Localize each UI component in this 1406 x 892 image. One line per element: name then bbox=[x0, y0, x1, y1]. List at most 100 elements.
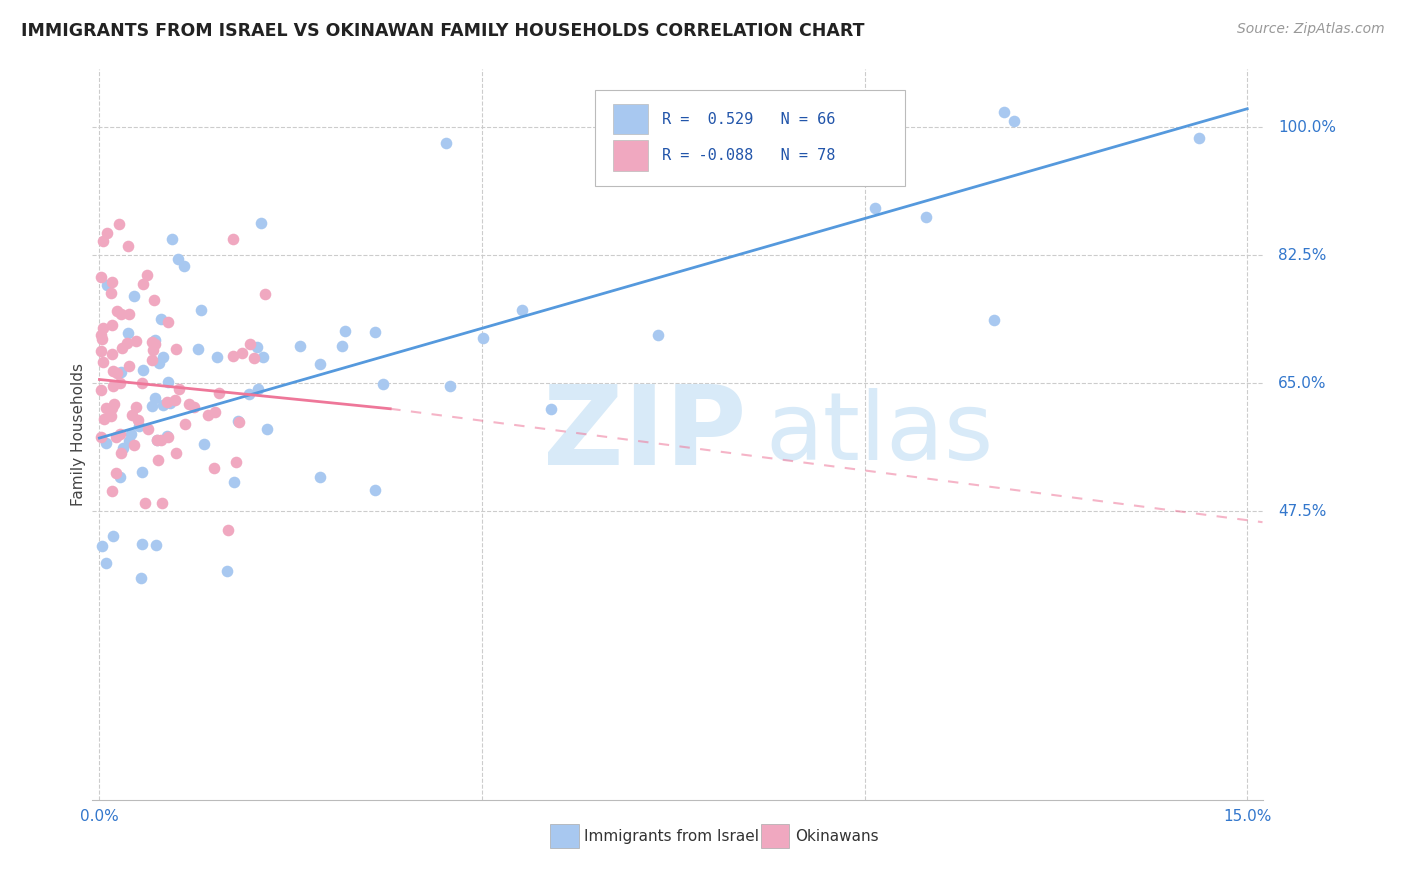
Point bbox=[703, 105, 725, 120]
Point bbox=[215, 564, 238, 578]
Point bbox=[108, 217, 131, 231]
Point bbox=[112, 441, 135, 455]
Point bbox=[143, 293, 166, 308]
Point bbox=[159, 396, 181, 410]
Point bbox=[202, 460, 225, 475]
Text: ZIP: ZIP bbox=[543, 381, 747, 488]
Point bbox=[157, 430, 180, 444]
Point bbox=[131, 277, 153, 291]
Point bbox=[165, 343, 187, 357]
Point bbox=[91, 320, 114, 334]
Point bbox=[309, 470, 332, 484]
Point bbox=[131, 537, 153, 551]
Point bbox=[162, 232, 184, 246]
Point bbox=[146, 434, 169, 448]
Point bbox=[145, 538, 167, 552]
Point bbox=[190, 302, 212, 317]
Bar bbox=[613, 140, 648, 171]
Point bbox=[96, 401, 118, 416]
Point bbox=[253, 286, 276, 301]
Point bbox=[138, 422, 160, 436]
Point bbox=[993, 105, 1015, 120]
Point bbox=[110, 307, 132, 321]
Point bbox=[135, 268, 157, 282]
Text: R =  0.529   N = 66: R = 0.529 N = 66 bbox=[662, 112, 835, 127]
Point bbox=[115, 335, 138, 350]
Point bbox=[163, 393, 186, 408]
Point bbox=[187, 343, 209, 357]
Point bbox=[131, 376, 153, 390]
Point bbox=[364, 325, 387, 339]
Point bbox=[101, 529, 124, 543]
Point bbox=[132, 363, 155, 377]
Point bbox=[120, 427, 142, 442]
Point bbox=[217, 523, 239, 537]
Point bbox=[90, 539, 112, 553]
Point bbox=[472, 331, 495, 345]
Point bbox=[308, 357, 330, 371]
Point bbox=[117, 239, 139, 253]
Point bbox=[363, 483, 385, 497]
Point bbox=[228, 415, 250, 429]
Y-axis label: Family Households: Family Households bbox=[72, 363, 86, 506]
Point bbox=[90, 383, 112, 397]
Point bbox=[96, 278, 118, 293]
Point bbox=[118, 359, 141, 373]
Point bbox=[150, 433, 173, 447]
Point bbox=[152, 350, 174, 364]
Point bbox=[252, 351, 274, 365]
Point bbox=[330, 338, 353, 352]
Point bbox=[243, 351, 266, 366]
Text: 82.5%: 82.5% bbox=[1278, 248, 1326, 262]
Point bbox=[94, 435, 117, 450]
Point bbox=[183, 400, 205, 414]
Point bbox=[143, 333, 166, 347]
Point bbox=[143, 336, 166, 351]
Point bbox=[177, 397, 200, 411]
Point bbox=[197, 409, 219, 423]
Point bbox=[371, 377, 394, 392]
Point bbox=[540, 402, 562, 417]
Point bbox=[101, 401, 124, 415]
Point bbox=[101, 275, 124, 289]
Point bbox=[90, 270, 112, 285]
Point bbox=[165, 446, 187, 460]
Point bbox=[166, 252, 188, 266]
Point bbox=[91, 355, 114, 369]
Point bbox=[222, 349, 245, 363]
Point bbox=[129, 570, 152, 584]
Text: Immigrants from Israel: Immigrants from Israel bbox=[585, 829, 759, 844]
Point bbox=[156, 429, 179, 443]
Point bbox=[239, 337, 262, 351]
Point bbox=[156, 394, 179, 409]
Point bbox=[145, 433, 167, 447]
Point bbox=[250, 216, 273, 230]
Point bbox=[110, 470, 132, 484]
Point bbox=[101, 318, 124, 333]
Point bbox=[118, 434, 141, 449]
Point bbox=[335, 324, 357, 338]
Point bbox=[238, 387, 260, 401]
Point bbox=[983, 313, 1005, 327]
Point bbox=[122, 289, 145, 303]
Point bbox=[108, 376, 131, 390]
Text: 100.0%: 100.0% bbox=[1278, 120, 1336, 135]
Point bbox=[256, 422, 278, 436]
Point bbox=[104, 466, 127, 480]
Point bbox=[110, 446, 132, 460]
Point bbox=[101, 484, 124, 499]
Point bbox=[152, 495, 174, 509]
Point bbox=[110, 341, 132, 355]
Point bbox=[173, 417, 195, 432]
Point bbox=[91, 332, 114, 346]
Text: 65.0%: 65.0% bbox=[1278, 376, 1326, 391]
Point bbox=[117, 326, 139, 341]
Point bbox=[90, 343, 112, 358]
Point bbox=[127, 413, 149, 427]
Point bbox=[93, 411, 115, 425]
Point bbox=[647, 327, 669, 342]
Point bbox=[208, 385, 231, 400]
Point bbox=[91, 234, 114, 248]
Text: IMMIGRANTS FROM ISRAEL VS OKINAWAN FAMILY HOUSEHOLDS CORRELATION CHART: IMMIGRANTS FROM ISRAEL VS OKINAWAN FAMIL… bbox=[21, 22, 865, 40]
Point bbox=[96, 556, 118, 570]
